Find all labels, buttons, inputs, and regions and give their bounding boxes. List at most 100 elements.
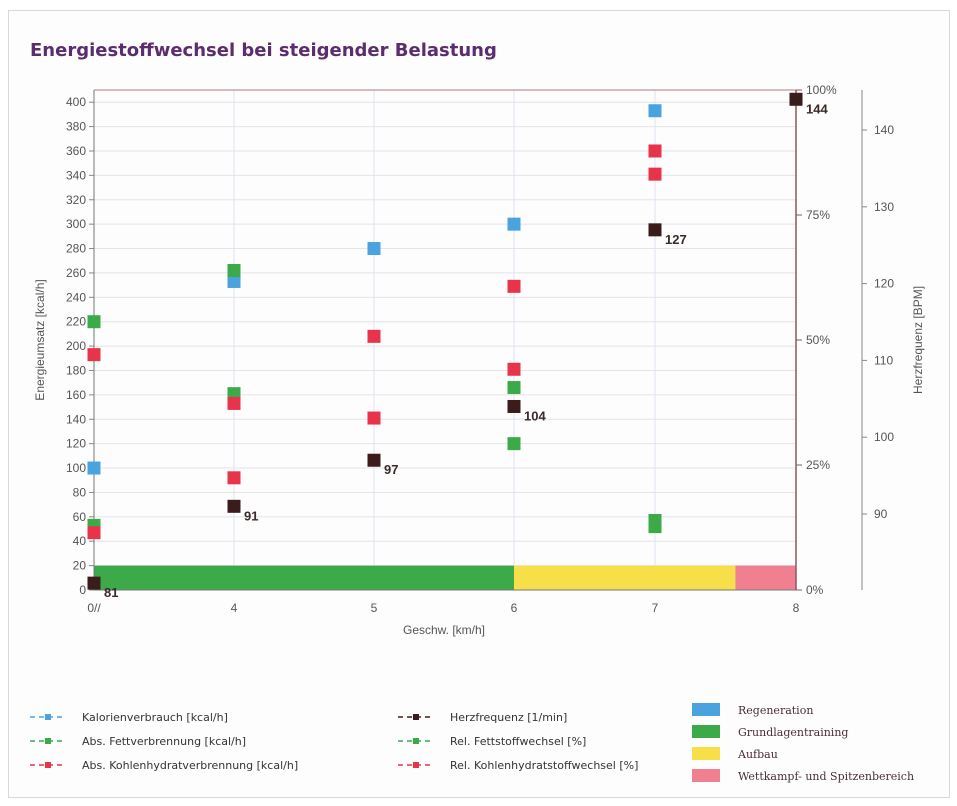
point-herz [227, 499, 241, 513]
chart-frame [8, 10, 950, 798]
y-tick-label: 380 [66, 120, 86, 134]
zone-bar-aufbau [514, 565, 736, 590]
point-kh [227, 471, 241, 485]
legend-marker-kalorien [45, 714, 51, 720]
hr-tick-label: 120 [874, 277, 894, 291]
x-tick-label: 6 [511, 601, 518, 615]
hr-tick-label: 100 [874, 430, 894, 444]
y-tick-label: 260 [66, 266, 86, 280]
y-tick-label: 240 [66, 290, 86, 304]
y-tick-label: 400 [66, 95, 86, 109]
legend-label: Abs. Fettverbrennung [kcal/h] [82, 735, 246, 748]
point-fett [227, 263, 241, 277]
pct-tick-label: 75% [806, 208, 830, 222]
y-tick-label: 0 [79, 583, 86, 597]
point-kh [507, 362, 521, 376]
y2-axis-title: Herzfrequenz [BPM] [911, 286, 925, 394]
hr-data-label: 144 [806, 101, 828, 116]
point-herz [367, 453, 381, 467]
hr-tick-label: 130 [874, 200, 894, 214]
zone-bar-grundlagen [94, 565, 514, 590]
zone-swatch-wettkampf [692, 769, 720, 782]
x-axis-title: Geschw. [km/h] [403, 623, 485, 637]
point-kh [648, 167, 662, 181]
legend-marker-kh [413, 762, 419, 768]
x-tick-label: 0// [87, 601, 101, 615]
point-kalorien [87, 461, 101, 475]
point-herz [789, 92, 803, 106]
y-tick-label: 280 [66, 242, 86, 256]
y-tick-label: 40 [73, 534, 87, 548]
y-tick-label: 300 [66, 217, 86, 231]
point-herz [648, 223, 662, 237]
hr-tick-label: 110 [874, 353, 893, 367]
point-fett [87, 315, 101, 329]
point-kh [507, 279, 521, 293]
y-axis-title: Energieumsatz [kcal/h] [33, 279, 47, 400]
x-tick-label: 8 [793, 601, 800, 615]
zone-label: Aufbau [737, 748, 778, 761]
legend-label: Herzfrequenz [1/min] [450, 711, 567, 724]
point-herz [507, 399, 521, 413]
point-kalorien [367, 242, 381, 256]
y-tick-label: 60 [73, 510, 87, 524]
point-kh [227, 396, 241, 410]
legend-label: Rel. Kohlenhydratstoffwechsel [%] [450, 759, 638, 772]
legend-label: Rel. Fettstoffwechsel [%] [450, 735, 586, 748]
zone-label: Regeneration [738, 704, 813, 717]
legend-marker-herz [413, 714, 419, 720]
zone-swatch-grundlagen [692, 725, 720, 738]
y-tick-label: 340 [66, 168, 86, 182]
pct-tick-label: 100% [806, 83, 837, 97]
legend-marker-fett [413, 738, 419, 744]
hr-tick-label: 140 [874, 123, 894, 137]
y-tick-label: 160 [66, 388, 86, 402]
y-tick-label: 200 [66, 339, 86, 353]
y-tick-label: 360 [66, 144, 86, 158]
hr-data-label: 97 [384, 462, 398, 477]
x-tick-label: 4 [231, 601, 238, 615]
point-kalorien [507, 217, 521, 231]
legend-label: Kalorienverbrauch [kcal/h] [82, 711, 228, 724]
zone-label: Wettkampf- und Spitzenbereich [738, 770, 914, 783]
pct-tick-label: 50% [806, 333, 830, 347]
y-tick-label: 140 [66, 412, 86, 426]
point-fett [507, 381, 521, 395]
pct-tick-label: 25% [806, 458, 830, 472]
point-fett [227, 387, 241, 401]
point-kh [367, 329, 381, 343]
y-tick-label: 120 [66, 437, 86, 451]
y-tick-label: 220 [66, 315, 86, 329]
point-kalorien [648, 104, 662, 118]
point-fett [648, 520, 662, 534]
y-tick-label: 100 [66, 461, 86, 475]
point-kh [87, 348, 101, 362]
hr-data-label: 81 [104, 585, 118, 600]
zone-label: Grundlagentraining [738, 726, 848, 739]
point-kh [367, 411, 381, 425]
hr-data-label: 127 [665, 232, 687, 247]
point-kalorien [227, 274, 241, 288]
zone-swatch-aufbau [692, 747, 720, 760]
hr-data-label: 91 [244, 508, 258, 523]
point-kh [87, 526, 101, 540]
legend-marker-fett [45, 738, 51, 744]
point-herz [87, 576, 101, 590]
hr-data-label: 104 [524, 408, 546, 423]
legend-label: Abs. Kohlenhydratverbrennung [kcal/h] [82, 759, 298, 772]
x-tick-label: 5 [371, 601, 378, 615]
legend-marker-kh [45, 762, 51, 768]
y-tick-label: 20 [73, 559, 87, 573]
y-tick-label: 180 [66, 363, 86, 377]
hr-tick-label: 90 [874, 507, 888, 521]
zone-bar-wettkampf [735, 565, 796, 590]
y-tick-label: 320 [66, 193, 86, 207]
point-kh [648, 144, 662, 158]
point-fett [507, 437, 521, 451]
chart-title: Energiestoffwechsel bei steigender Belas… [30, 40, 497, 61]
pct-tick-label: 0% [806, 583, 824, 597]
x-tick-label: 7 [652, 601, 659, 615]
y-tick-label: 80 [73, 485, 87, 499]
zone-swatch-regeneration [692, 703, 720, 716]
